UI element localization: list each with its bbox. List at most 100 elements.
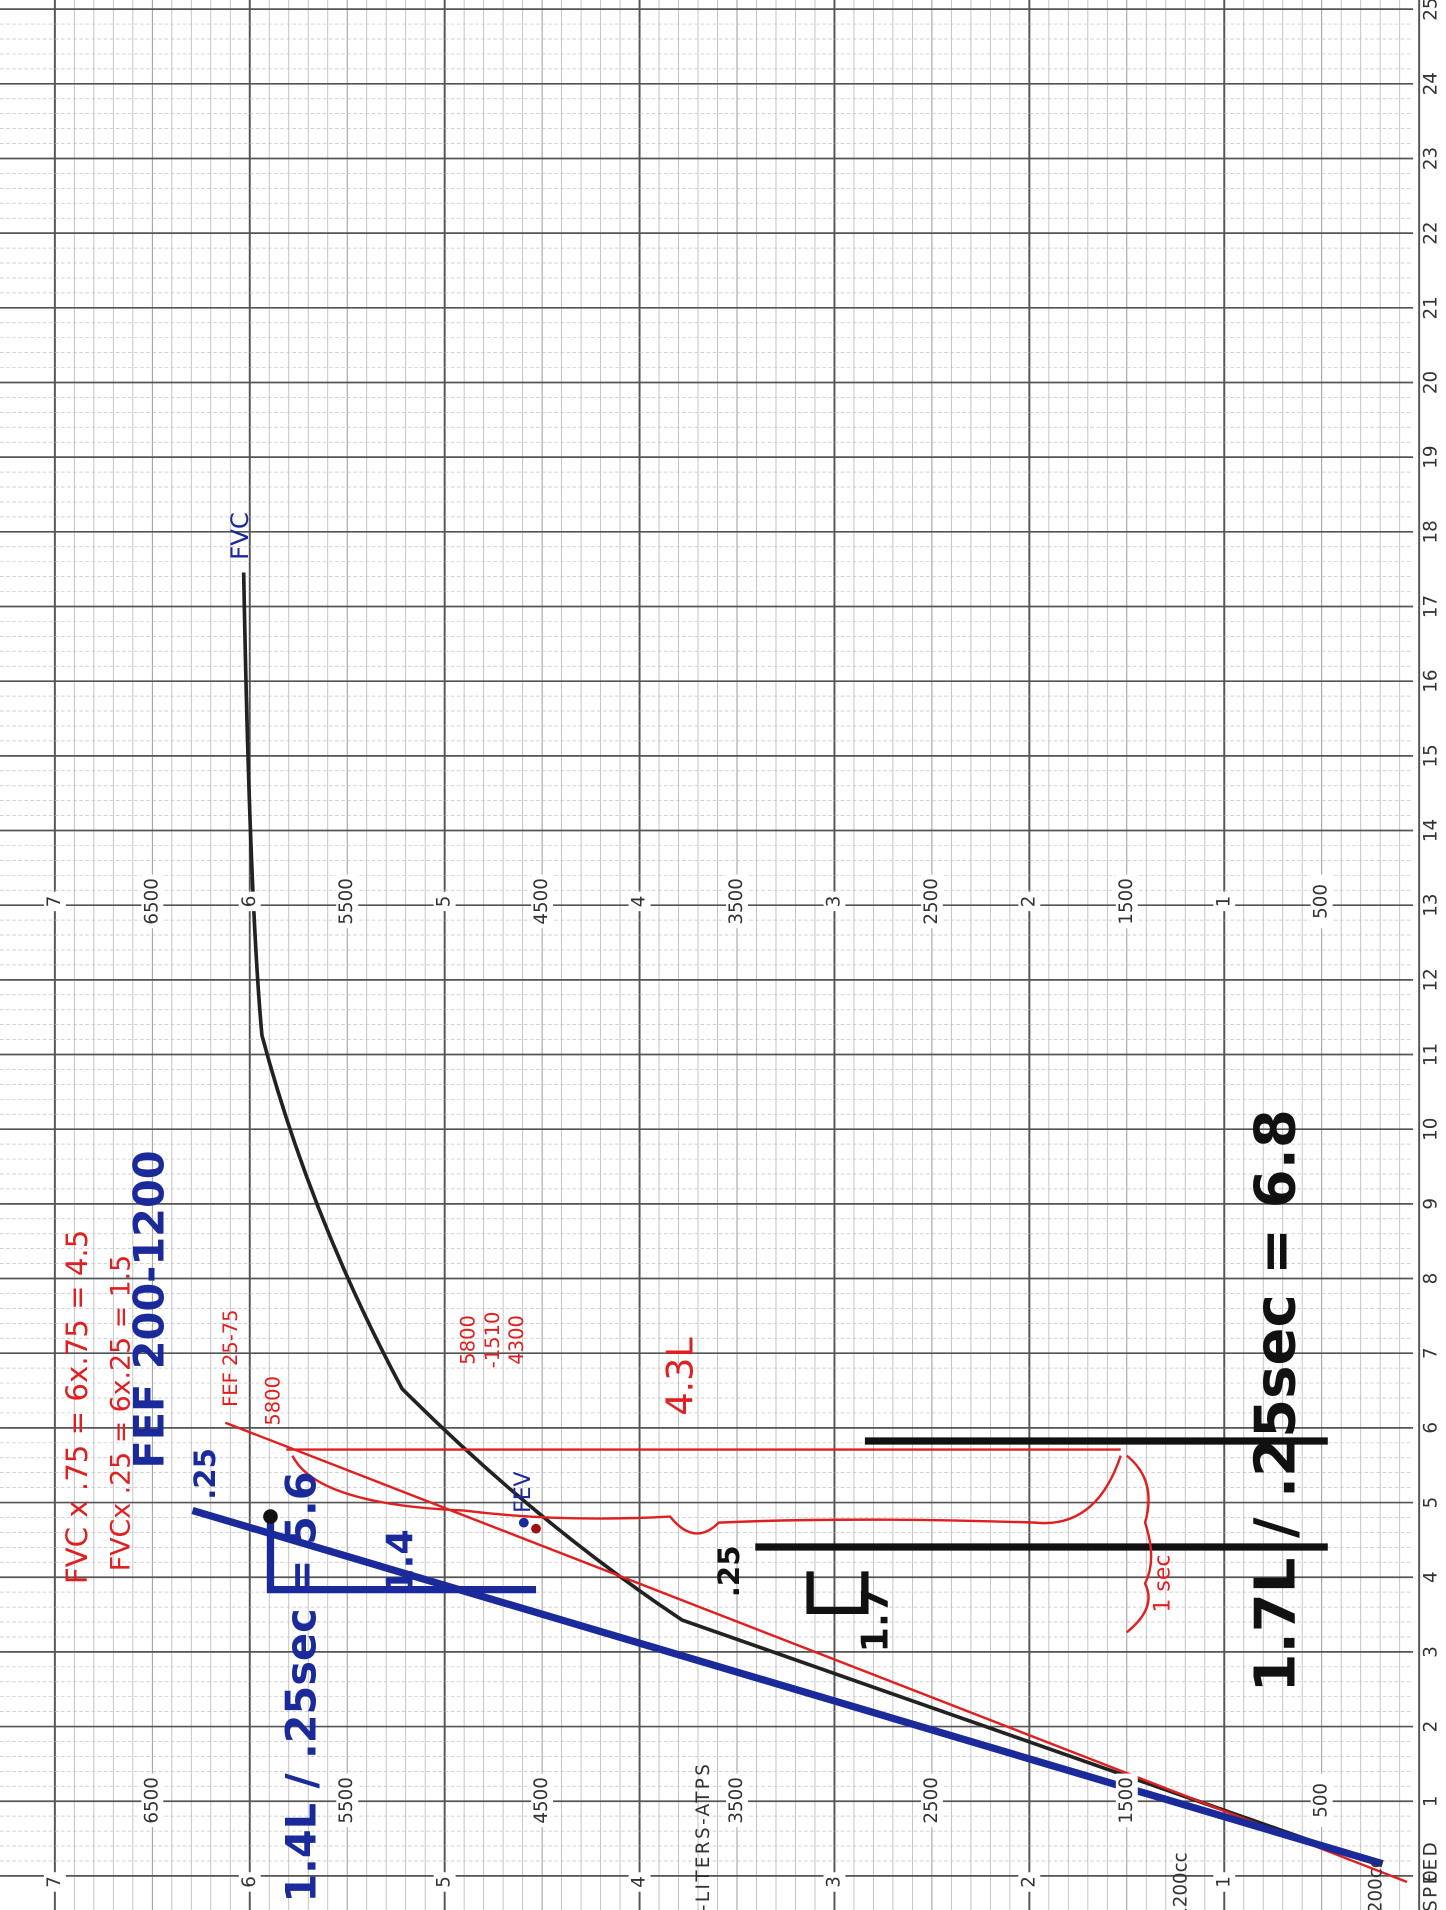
blue-triangle bbox=[266, 1516, 537, 1594]
dot bbox=[263, 1509, 278, 1524]
label-bg bbox=[1310, 1773, 1333, 1828]
point bbox=[531, 1523, 541, 1534]
scale-label: 1 bbox=[1213, 1876, 1234, 1888]
curve bbox=[241, 572, 1378, 1866]
label-bg bbox=[238, 891, 261, 912]
time-label: 14 bbox=[1420, 819, 1441, 842]
label-bg bbox=[531, 1773, 554, 1828]
scale-label: 1500 bbox=[1116, 878, 1137, 925]
time-label: 24 bbox=[1420, 72, 1441, 95]
scale-label: 5500 bbox=[336, 878, 357, 925]
scale-label: 500 bbox=[1311, 1783, 1332, 1818]
scale-label: 6 bbox=[239, 1876, 260, 1888]
label-bg bbox=[141, 874, 164, 929]
note: -1510 bbox=[481, 1312, 504, 1369]
label-bg bbox=[336, 1773, 359, 1828]
label-bg bbox=[1018, 1872, 1041, 1892]
speed-label: SPEED bbox=[1420, 1840, 1441, 1910]
scale-label: 3500 bbox=[726, 1777, 747, 1824]
speed-mark: 1200cc bbox=[1171, 1852, 1192, 1910]
fev-point bbox=[518, 1517, 529, 1528]
scale-label: 5 bbox=[434, 896, 455, 908]
note: 4300 bbox=[505, 1315, 528, 1365]
note: 5800 bbox=[262, 1376, 285, 1426]
time-label: 18 bbox=[1420, 520, 1441, 543]
time-label: 3 bbox=[1420, 1646, 1441, 1658]
note: 5800 bbox=[457, 1315, 480, 1365]
time-label: 10 bbox=[1420, 1118, 1441, 1141]
scale-label: 6500 bbox=[141, 878, 162, 925]
note: FEF 200-1200 bbox=[125, 1150, 173, 1468]
time-label: 11 bbox=[1420, 1043, 1441, 1066]
time-label: 9 bbox=[1420, 1198, 1441, 1210]
scale-label: 2 bbox=[1018, 1876, 1039, 1888]
time-label: 4 bbox=[1420, 1571, 1441, 1583]
label-bg bbox=[823, 891, 846, 912]
note: FVCx .25 = 6x.25 = 1.5 bbox=[105, 1255, 136, 1571]
drawing bbox=[191, 572, 1408, 1884]
note: 1.7L / .25sec = 6.8 bbox=[1244, 1109, 1309, 1692]
scale-label: 6500 bbox=[141, 1777, 162, 1824]
note: .25 bbox=[712, 1545, 746, 1597]
label-bg bbox=[433, 1872, 456, 1892]
time-label: 5 bbox=[1420, 1497, 1441, 1509]
time-label: 19 bbox=[1420, 446, 1441, 469]
scale-label: 7 bbox=[44, 1876, 65, 1888]
label-bg bbox=[628, 1872, 651, 1892]
speed-mark: 200cc bbox=[1366, 1858, 1387, 1910]
time-label: 7 bbox=[1420, 1347, 1441, 1359]
scale-label: 4500 bbox=[531, 878, 552, 925]
scale-label: 7 bbox=[44, 896, 65, 908]
label-bg bbox=[141, 1773, 164, 1828]
label-bg bbox=[920, 1773, 943, 1828]
label-bg bbox=[1213, 891, 1236, 912]
scale-label: 3500 bbox=[726, 878, 747, 925]
scale-label: 2500 bbox=[921, 1777, 942, 1824]
time-label: 13 bbox=[1420, 894, 1441, 917]
note: 1 sec bbox=[1150, 1555, 1175, 1613]
note: 4.3L bbox=[659, 1337, 702, 1416]
label-bg bbox=[628, 891, 651, 912]
time-label: 1 bbox=[1420, 1795, 1441, 1807]
scale-label: 2 bbox=[1018, 896, 1039, 908]
label-bg bbox=[726, 1773, 748, 1828]
note: .25 bbox=[188, 1448, 222, 1500]
scale-label: 1500 bbox=[1116, 1777, 1137, 1824]
black-triangle bbox=[806, 1571, 869, 1614]
note: 1.4L / .25sec = 5.6 bbox=[278, 1471, 326, 1902]
time-label: 22 bbox=[1420, 222, 1441, 245]
fvc-label: FVC bbox=[225, 512, 254, 560]
time-label: 12 bbox=[1420, 968, 1441, 991]
label-bg bbox=[531, 874, 554, 929]
time-label: 23 bbox=[1420, 147, 1441, 170]
time-label: 8 bbox=[1420, 1273, 1441, 1285]
scale-label: 4 bbox=[629, 896, 650, 908]
label-bg bbox=[823, 1872, 846, 1892]
scale-label: 6 bbox=[239, 896, 260, 908]
scale-label: 4 bbox=[629, 1876, 650, 1888]
label-bg bbox=[1115, 1773, 1138, 1828]
scale-label: 1 bbox=[1213, 896, 1234, 908]
time-label: 15 bbox=[1420, 744, 1441, 767]
labels: FVC FEV FVC x .75 = 6x.75 = 4.5 FVCx .25… bbox=[44, 0, 1441, 1910]
brace bbox=[291, 1455, 1122, 1535]
scale-label: 5 bbox=[434, 1876, 455, 1888]
label-bg bbox=[43, 1872, 66, 1892]
label-bg bbox=[336, 874, 359, 929]
time-label: 17 bbox=[1420, 595, 1441, 618]
red-line bbox=[224, 1421, 1408, 1884]
note: FEF 25-75 bbox=[219, 1309, 242, 1406]
scale-label: 3 bbox=[823, 1876, 844, 1888]
time-label: 2 bbox=[1420, 1721, 1441, 1733]
time-label: 0 bbox=[1420, 1870, 1441, 1882]
label-bg bbox=[920, 874, 943, 929]
axis-title: VOLUME-LITERS-ATPS bbox=[693, 1762, 714, 1910]
label-bg bbox=[1213, 1872, 1236, 1892]
scale-label: 3 bbox=[823, 896, 844, 908]
time-label: 20 bbox=[1420, 371, 1441, 394]
label-bg bbox=[1018, 891, 1041, 912]
fev-label: FEV bbox=[511, 1471, 536, 1512]
label-bg bbox=[1310, 874, 1333, 929]
